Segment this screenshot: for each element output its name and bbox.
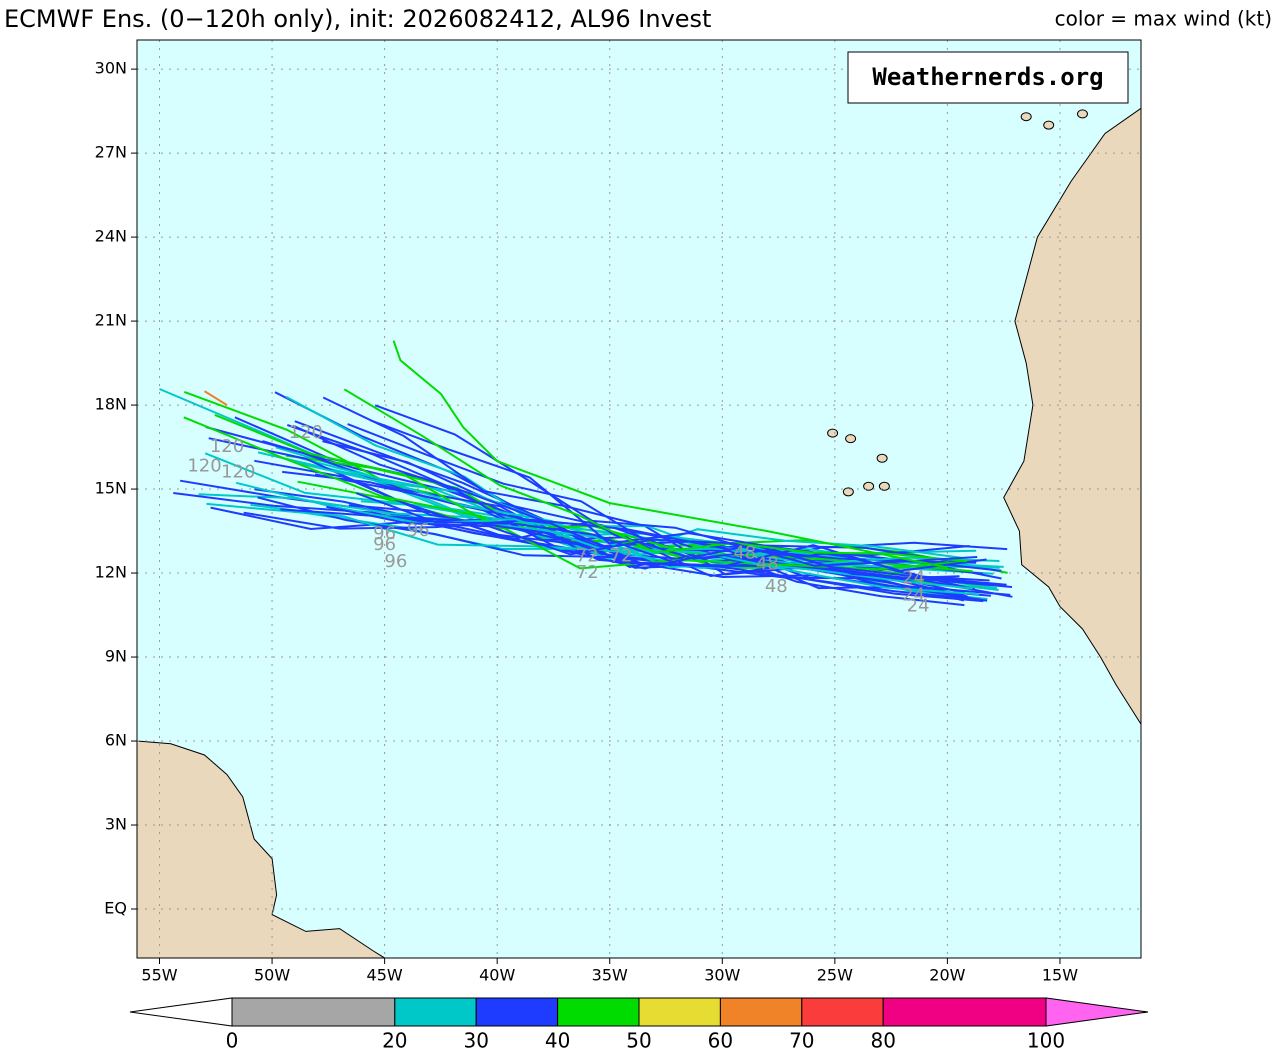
lon-tick-label: 35W	[592, 966, 628, 985]
track	[203, 390, 228, 406]
under-triangle	[129, 997, 233, 1027]
lat-tick-label: 12N	[95, 563, 127, 582]
title: ECMWF Ens. (0−120h only), init: 20260824…	[4, 5, 711, 33]
colorbar-label: 0	[226, 1029, 239, 1053]
island	[842, 487, 854, 497]
island	[827, 428, 839, 438]
lat-tick-label: 9N	[105, 647, 127, 666]
lon-tick-label: 45W	[367, 966, 403, 985]
grid	[131, 40, 1141, 964]
track	[173, 492, 970, 563]
hour-label: 120	[289, 422, 323, 443]
lon-tick-label: 25W	[817, 966, 853, 985]
hour-label: 96	[373, 534, 396, 555]
legend-note: color = max wind (kt)	[1055, 7, 1272, 31]
hour-label: 72	[576, 545, 599, 566]
hour-label: 72	[576, 562, 599, 583]
lon-tick-label: 55W	[141, 966, 177, 985]
island	[1020, 112, 1032, 122]
lat-tick-label: 18N	[95, 395, 127, 414]
colorbar-label: 80	[870, 1029, 895, 1053]
colorbar-segment	[475, 997, 559, 1027]
lat-tick-label: EQ	[104, 899, 127, 918]
colorbar-label: 20	[382, 1029, 407, 1053]
hour-label: 96	[373, 523, 396, 544]
hour-label: 120	[187, 456, 221, 477]
hour-label: 24	[902, 584, 925, 605]
hour-label: 96	[407, 520, 430, 541]
frame	[136, 39, 1142, 959]
lon-tick-label: 40W	[479, 966, 515, 985]
track	[392, 340, 948, 569]
island	[876, 453, 888, 463]
colorbar-segment	[882, 997, 1047, 1027]
lat-tick-label: 24N	[95, 227, 127, 246]
watermark: Weathernerds.org	[872, 63, 1103, 91]
hour-label: 96	[384, 551, 407, 572]
lon-tick-label: 30W	[704, 966, 740, 985]
hour-label: 120	[210, 436, 244, 457]
lat-tick-label: 15N	[95, 479, 127, 498]
land	[136, 107, 1142, 959]
hour-label: 48	[733, 542, 756, 563]
lon-tick-label: 50W	[254, 966, 290, 985]
hour-label: 48	[756, 554, 779, 575]
track	[326, 505, 978, 567]
colorbar-label: 70	[789, 1029, 814, 1053]
lat-tick-label: 6N	[105, 731, 127, 750]
colorbar-segment	[394, 997, 477, 1027]
island	[1043, 120, 1055, 130]
track	[355, 492, 990, 582]
lat-tick-label: 3N	[105, 815, 127, 834]
tracks	[159, 340, 1013, 607]
colorbar-label: 30	[463, 1029, 488, 1053]
track	[262, 440, 1008, 569]
island	[1076, 109, 1088, 119]
colorbar-label: 60	[708, 1029, 733, 1053]
watermark-box	[847, 51, 1129, 104]
colorbar: 0 20 30 40 50 60 70 80 100	[129, 997, 1149, 1053]
hour-label: 24	[907, 596, 930, 617]
hour-label: 48	[765, 576, 788, 597]
colorbar-label: 50	[626, 1029, 651, 1053]
colorbar-label: 40	[545, 1029, 570, 1053]
colorbar-label: 100	[1027, 1029, 1065, 1053]
lat-tick-label: 27N	[95, 143, 127, 162]
lon-tick-label: 20W	[929, 966, 965, 985]
lat-tick-label: 30N	[95, 59, 127, 78]
over-triangle	[1045, 997, 1149, 1027]
africa	[1003, 107, 1142, 726]
hour-label: 120	[221, 461, 255, 482]
island	[845, 434, 857, 444]
colorbar-segment	[801, 997, 884, 1027]
south-america	[136, 740, 387, 959]
island	[878, 481, 890, 491]
hour-label: 24	[902, 568, 925, 589]
track	[343, 388, 967, 563]
colorbar-segment	[231, 997, 396, 1027]
lon-tick-label: 15W	[1042, 966, 1078, 985]
colorbar-segment	[719, 997, 803, 1027]
colorbar-segment	[638, 997, 721, 1027]
island	[863, 481, 875, 491]
track	[205, 426, 991, 597]
lat-tick-label: 21N	[95, 311, 127, 330]
track	[374, 404, 1013, 588]
track	[235, 481, 980, 596]
colorbar-segment	[557, 997, 640, 1027]
track	[280, 508, 984, 603]
hour-label: 72	[610, 545, 633, 566]
